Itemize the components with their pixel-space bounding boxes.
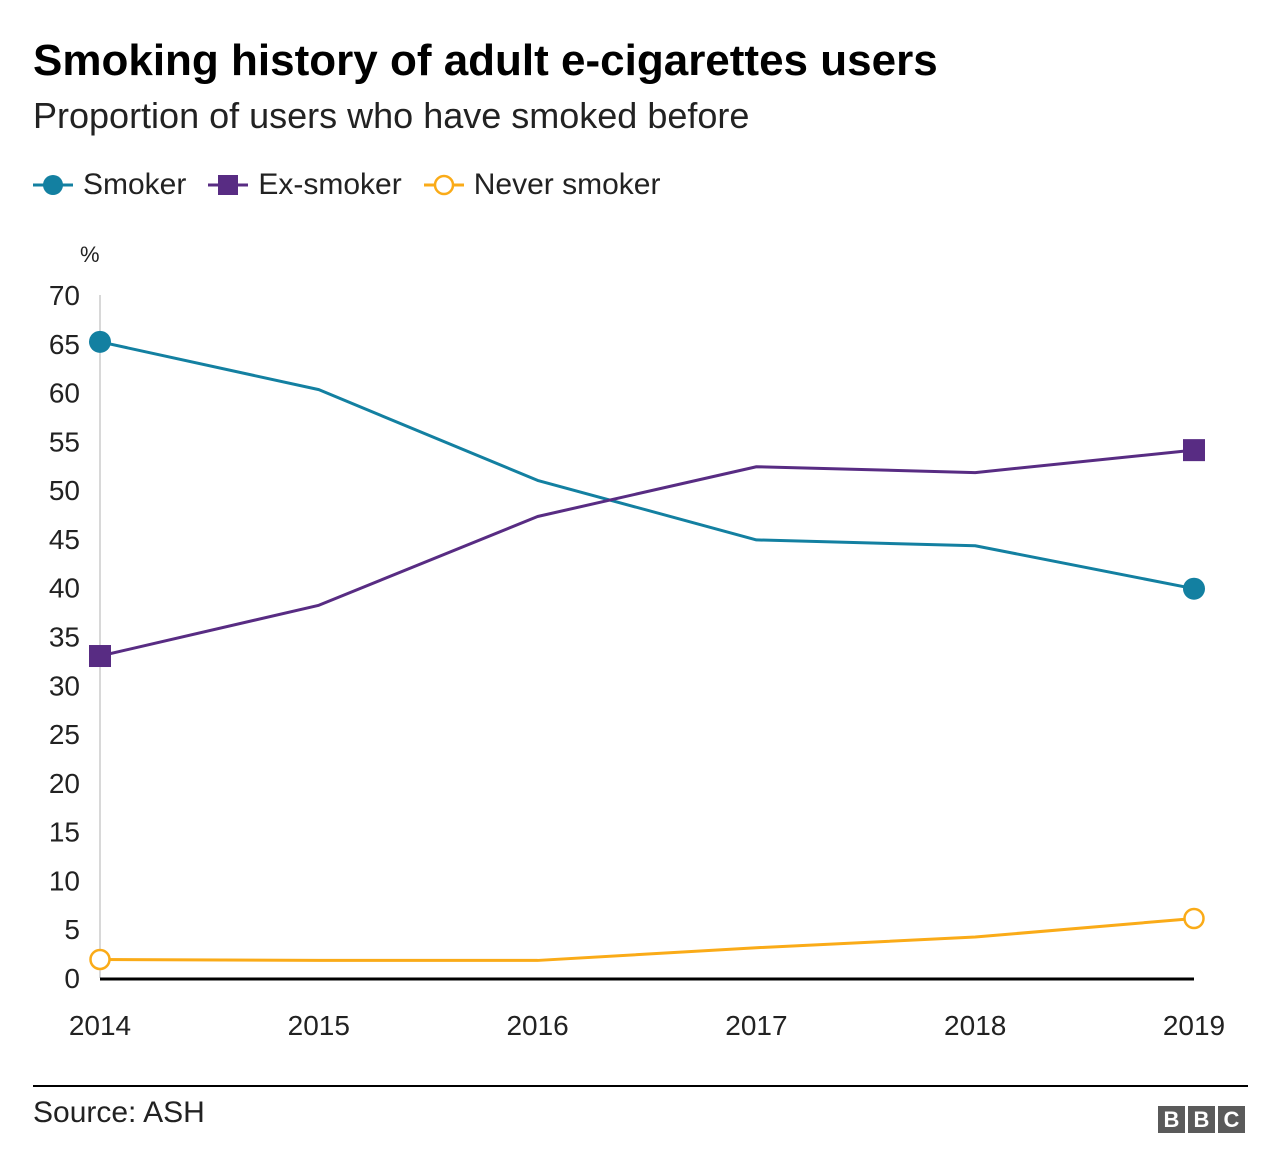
y-tick-label: 40: [49, 573, 80, 604]
legend-item-ex-smoker: Ex-smoker: [208, 168, 402, 202]
x-tick-label: 2015: [288, 1010, 350, 1041]
series-line-never-smoker: [99, 916, 1195, 962]
y-tick-label: 30: [49, 670, 80, 701]
y-tick-label: 5: [64, 914, 80, 945]
legend-item-never-smoker: Never smoker: [423, 168, 661, 202]
y-tick-label: 55: [49, 426, 80, 457]
y-tick-label: 0: [64, 963, 80, 994]
y-tick-label: 65: [49, 329, 80, 360]
y-tick-label: 10: [49, 865, 80, 896]
data-point-never-smoker-2019: [1183, 907, 1205, 930]
legend-label: Never smoker: [473, 168, 661, 201]
y-tick-label: 45: [49, 524, 80, 555]
y-tick-label: 25: [49, 719, 80, 750]
chart-subtitle: Proportion of users who have smoked befo…: [33, 95, 750, 136]
y-tick-label: 15: [49, 817, 80, 848]
legend-label: Smoker: [83, 168, 187, 201]
series-line-ex-smoker: [99, 448, 1195, 658]
data-point-smoker-2014: [89, 330, 111, 353]
legend-marker-smoker-icon: [33, 175, 73, 195]
source-note: Source: ASH: [33, 1096, 205, 1129]
y-tick-label: 60: [49, 378, 80, 409]
x-tick-label: 2016: [506, 1010, 568, 1041]
legend: Smoker Ex-smoker Never smoker: [33, 168, 660, 202]
x-tick-label: 2017: [725, 1010, 787, 1041]
y-tick-label: 35: [49, 622, 80, 653]
footer-divider: [33, 1085, 1248, 1087]
chart-title: Smoking history of adult e-cigarettes us…: [33, 36, 938, 85]
legend-item-smoker: Smoker: [33, 168, 186, 202]
legend-label: Ex-smoker: [258, 168, 402, 201]
series-line-smoker: [99, 340, 1195, 591]
y-tick-label: 20: [49, 768, 80, 799]
data-point-never-smoker-2014: [89, 948, 111, 971]
y-tick-label: 70: [49, 280, 80, 311]
x-tick-label: 2018: [944, 1010, 1006, 1041]
x-tick-label: 2014: [69, 1010, 131, 1041]
y-tick-label: 50: [49, 475, 80, 506]
legend-marker-ex-smoker-icon: [208, 175, 249, 195]
data-point-ex-smoker-2014: [89, 645, 111, 668]
y-axis-unit-label: %: [80, 242, 100, 267]
data-point-smoker-2019: [1183, 577, 1205, 600]
legend-marker-never-smoker-icon: [423, 174, 464, 196]
x-tick-label: 2019: [1163, 1010, 1225, 1041]
data-point-ex-smoker-2019: [1183, 439, 1205, 462]
